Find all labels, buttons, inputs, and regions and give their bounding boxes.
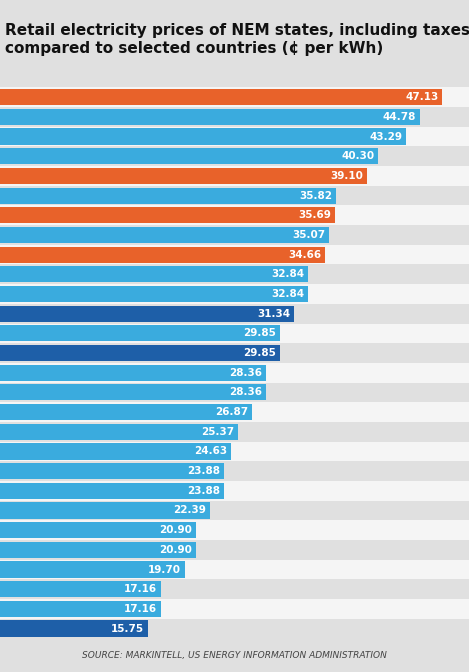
Text: 15.75: 15.75 bbox=[111, 624, 144, 634]
Bar bbox=[0, 304, 469, 323]
Text: 20.90: 20.90 bbox=[159, 525, 192, 535]
Bar bbox=[0, 227, 329, 243]
Text: 32.84: 32.84 bbox=[271, 289, 304, 299]
Bar bbox=[0, 503, 210, 519]
Bar bbox=[0, 363, 469, 382]
Text: 40.30: 40.30 bbox=[341, 151, 374, 161]
Bar bbox=[0, 187, 336, 204]
Bar bbox=[0, 323, 469, 343]
Bar bbox=[0, 343, 469, 363]
Bar bbox=[0, 423, 238, 440]
Bar bbox=[0, 463, 224, 479]
Bar bbox=[0, 422, 469, 442]
Bar bbox=[0, 247, 325, 263]
Text: 26.87: 26.87 bbox=[215, 407, 248, 417]
Bar bbox=[0, 225, 469, 245]
Text: 43.29: 43.29 bbox=[369, 132, 402, 142]
Bar bbox=[0, 619, 469, 638]
Bar bbox=[0, 501, 469, 520]
Text: 28.36: 28.36 bbox=[229, 368, 262, 378]
Text: 24.63: 24.63 bbox=[194, 446, 227, 456]
Bar bbox=[0, 599, 469, 619]
Bar bbox=[0, 461, 469, 481]
Text: SOURCE: MARKINTELL, US ENERGY INFORMATION ADMINISTRATION: SOURCE: MARKINTELL, US ENERGY INFORMATIO… bbox=[82, 650, 387, 660]
Bar bbox=[0, 168, 367, 184]
Text: 25.37: 25.37 bbox=[201, 427, 234, 437]
Bar bbox=[0, 560, 469, 579]
Bar bbox=[0, 382, 469, 403]
Bar bbox=[0, 266, 308, 282]
Text: 31.34: 31.34 bbox=[257, 308, 290, 319]
Bar bbox=[0, 601, 161, 617]
Bar bbox=[0, 522, 196, 538]
Text: 32.84: 32.84 bbox=[271, 269, 304, 280]
Bar bbox=[0, 540, 469, 560]
Bar bbox=[0, 365, 266, 381]
Bar bbox=[0, 325, 280, 341]
Text: 23.88: 23.88 bbox=[187, 486, 220, 496]
Text: 35.69: 35.69 bbox=[298, 210, 331, 220]
Bar bbox=[0, 482, 224, 499]
Bar bbox=[0, 542, 196, 558]
Bar bbox=[0, 127, 469, 146]
Bar bbox=[0, 245, 469, 265]
Bar bbox=[0, 444, 231, 460]
Text: 47.13: 47.13 bbox=[405, 92, 439, 102]
Text: 20.90: 20.90 bbox=[159, 545, 192, 555]
Bar bbox=[0, 581, 161, 597]
Bar bbox=[0, 620, 148, 636]
Text: Retail electricity prices of NEM states, including taxes,
compared to selected c: Retail electricity prices of NEM states,… bbox=[5, 23, 469, 56]
Bar bbox=[0, 286, 308, 302]
Bar bbox=[0, 206, 469, 225]
Text: 29.85: 29.85 bbox=[243, 329, 276, 339]
Text: 39.10: 39.10 bbox=[330, 171, 363, 181]
Text: 22.39: 22.39 bbox=[174, 505, 206, 515]
Bar bbox=[0, 442, 469, 461]
Bar bbox=[0, 384, 266, 401]
Bar bbox=[0, 520, 469, 540]
Text: 23.88: 23.88 bbox=[187, 466, 220, 476]
Text: 17.16: 17.16 bbox=[124, 584, 157, 594]
Bar bbox=[0, 128, 406, 144]
Bar bbox=[0, 579, 469, 599]
Bar bbox=[0, 109, 420, 125]
Bar bbox=[0, 148, 378, 165]
Text: 29.85: 29.85 bbox=[243, 348, 276, 358]
Text: 44.78: 44.78 bbox=[383, 112, 416, 122]
Bar bbox=[0, 561, 185, 578]
Text: 35.07: 35.07 bbox=[292, 230, 325, 240]
Bar bbox=[0, 403, 469, 422]
Bar bbox=[0, 345, 280, 361]
Text: 19.70: 19.70 bbox=[148, 564, 181, 575]
Bar bbox=[0, 87, 469, 107]
Bar bbox=[0, 306, 294, 322]
Bar bbox=[0, 207, 335, 223]
Bar bbox=[0, 89, 442, 106]
Bar bbox=[0, 185, 469, 206]
Bar bbox=[0, 166, 469, 185]
Bar bbox=[0, 284, 469, 304]
Bar bbox=[0, 107, 469, 127]
Bar bbox=[0, 481, 469, 501]
Text: 35.82: 35.82 bbox=[299, 191, 332, 201]
Bar bbox=[0, 265, 469, 284]
Bar bbox=[0, 404, 252, 420]
Bar bbox=[0, 146, 469, 166]
Text: 34.66: 34.66 bbox=[288, 249, 321, 259]
Text: 28.36: 28.36 bbox=[229, 387, 262, 397]
Text: 17.16: 17.16 bbox=[124, 604, 157, 614]
